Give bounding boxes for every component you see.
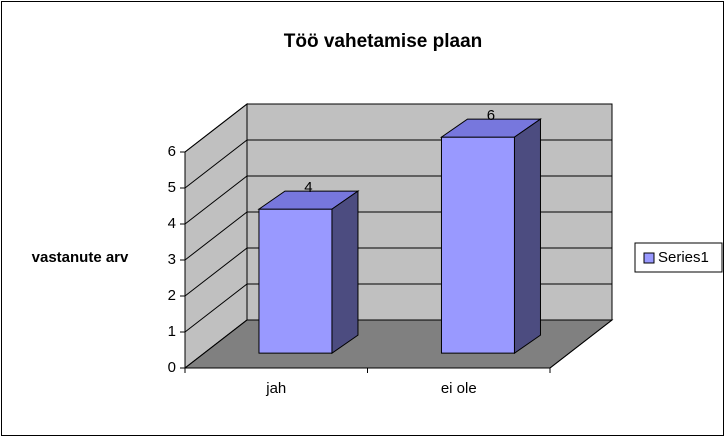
bar-front — [258, 208, 333, 354]
grid-line — [184, 103, 612, 153]
y-tick-label: 0 — [168, 359, 176, 376]
y-tick-label: 6 — [168, 143, 176, 160]
bar-side — [331, 190, 359, 355]
bar-front — [440, 136, 515, 354]
y-tick-label: 1 — [168, 323, 176, 340]
chart-title: Töö vahetamise plaan — [284, 31, 483, 52]
value-label: 6 — [487, 107, 495, 124]
y-tick-label: 4 — [168, 215, 176, 232]
legend-swatch — [643, 252, 655, 264]
value-label: 4 — [304, 179, 312, 196]
x-tick-label: jah — [265, 380, 286, 397]
bar — [257, 190, 360, 355]
legend-label: Series1 — [658, 249, 709, 266]
bar — [439, 118, 543, 355]
bar-side — [513, 118, 541, 355]
floor — [183, 319, 614, 369]
y-axis-label: vastanute arv — [32, 249, 129, 266]
y-tick-label: 2 — [168, 287, 176, 304]
y-tick-label: 3 — [168, 251, 176, 268]
y-tick-label: 5 — [168, 179, 176, 196]
x-tick-label: ei ole — [441, 380, 477, 397]
x-axis-depth — [549, 319, 613, 369]
